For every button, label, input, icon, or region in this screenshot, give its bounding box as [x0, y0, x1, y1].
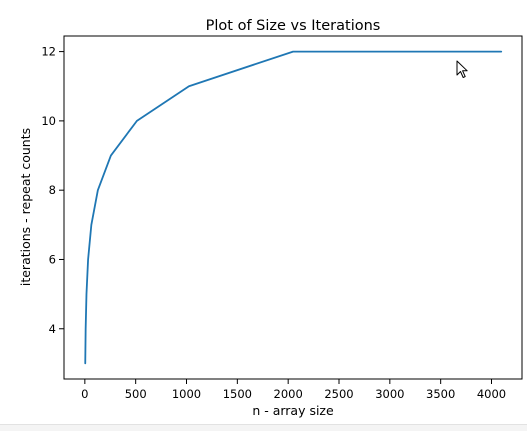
x-tick-label: 0	[81, 387, 88, 401]
plot-frame	[63, 35, 523, 380]
x-axis-ticks: 0 500 1000 1500 2000 2500 3000 3500 4000	[81, 379, 506, 401]
series-line	[84, 50, 503, 365]
chart-title: Plot of Size vs Iterations	[206, 18, 381, 34]
series-layer	[84, 50, 503, 365]
x-tick-label: 2000	[274, 387, 303, 401]
x-tick-label: 3000	[375, 387, 404, 401]
y-tick-label: 6	[49, 252, 56, 266]
bottom-strip	[0, 424, 527, 431]
y-axis-ticks: 4 6 8 10 12	[41, 45, 64, 336]
y-tick-label: 4	[49, 322, 56, 336]
y-tick-label: 8	[49, 183, 56, 197]
x-tick-label: 4000	[477, 387, 506, 401]
x-tick-label: 2500	[324, 387, 353, 401]
y-tick-label: 12	[41, 45, 56, 59]
x-tick-label: 3500	[426, 387, 455, 401]
x-tick-label: 1000	[172, 387, 201, 401]
mouse-pointer-icon	[456, 60, 468, 78]
x-tick-label: 500	[125, 387, 147, 401]
plot-area	[63, 35, 523, 380]
y-tick-label: 10	[41, 114, 56, 128]
x-tick-label: 1500	[223, 387, 252, 401]
y-axis-label: iterations - repeat counts	[18, 128, 33, 286]
x-axis-label: n - array size	[252, 403, 334, 418]
